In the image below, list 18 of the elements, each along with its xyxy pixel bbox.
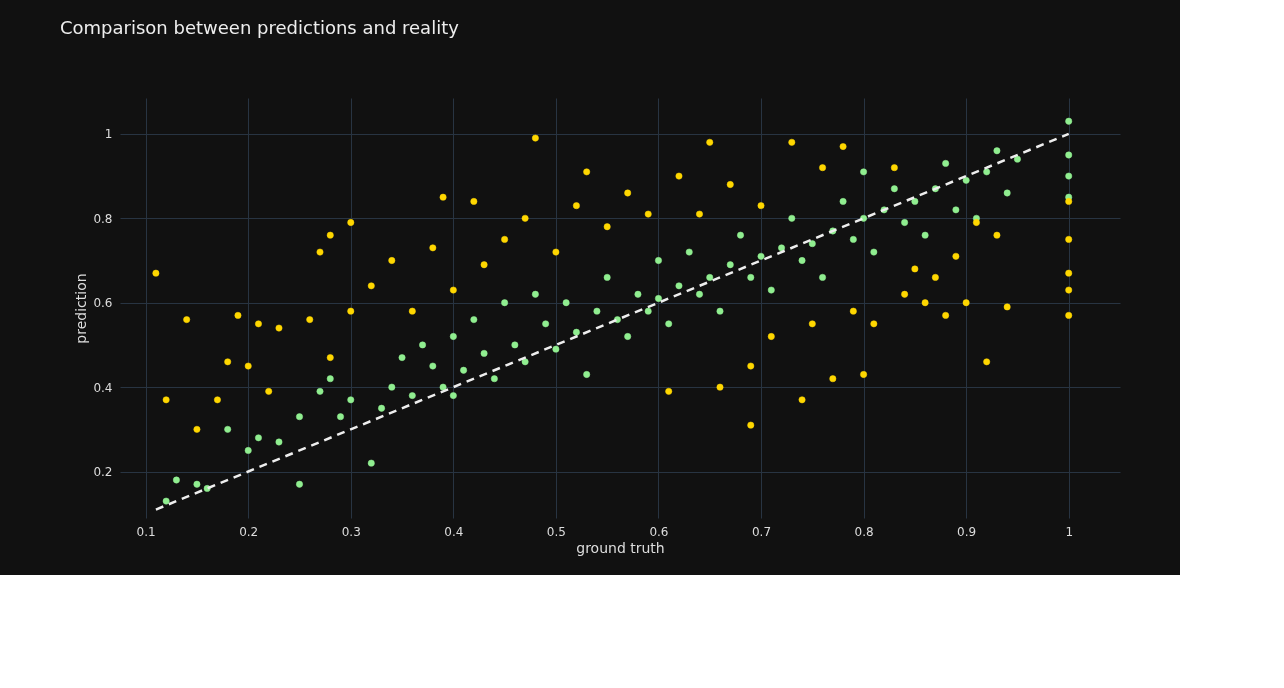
x-tick-label: 0.9: [957, 524, 977, 539]
chart-title: Comparison between predictions and reality: [60, 17, 460, 38]
y-tick-label: 0.8: [93, 211, 113, 226]
x-tick-label: 0.7: [751, 524, 772, 539]
x-tick-label: 0.2: [239, 524, 259, 539]
y-tick-label: 0.4: [93, 380, 113, 395]
x-tick-label: 0.3: [341, 524, 361, 539]
x-tick-label: 1: [1065, 524, 1074, 539]
x-tick-label: 0.8: [854, 524, 874, 539]
y-tick-label: 0.6: [93, 296, 113, 311]
y-tick-label: 1: [104, 127, 113, 142]
x-tick-label: 0.6: [649, 524, 669, 539]
x-axis-title: ground truth: [576, 539, 665, 556]
y-tick-label: 0.2: [93, 465, 113, 480]
y-axis-title: prediction: [73, 273, 90, 344]
x-tick-label: 0.4: [444, 524, 464, 539]
x-tick-label: 0.1: [136, 524, 156, 539]
x-tick-label: 0.5: [546, 524, 566, 539]
